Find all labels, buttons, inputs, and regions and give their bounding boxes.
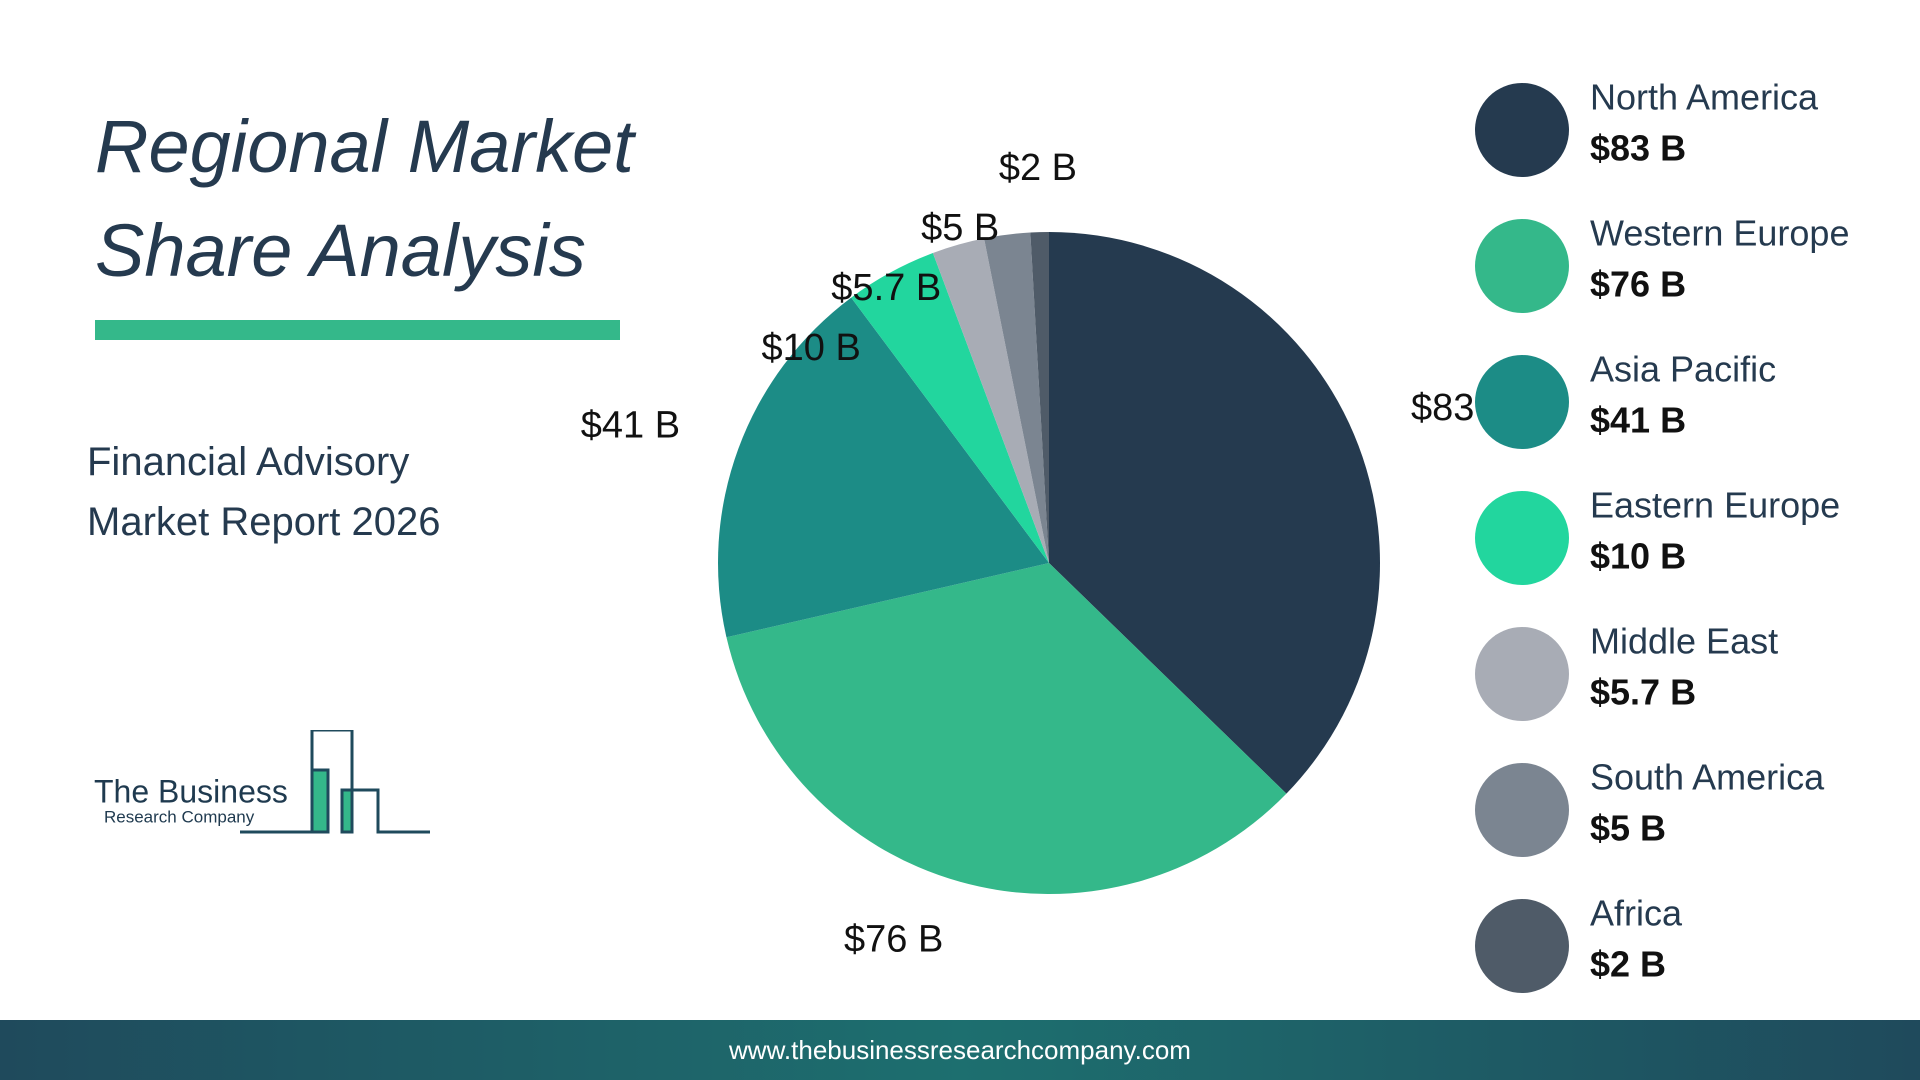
- legend-label: Middle East: [1590, 621, 1778, 662]
- logo-outline: [352, 788, 430, 834]
- legend-value: $41 B: [1590, 400, 1686, 441]
- legend-value: $5 B: [1590, 808, 1666, 849]
- legend-value: $76 B: [1590, 264, 1686, 305]
- legend-label: Western Europe: [1590, 213, 1849, 254]
- logo: The Business Research Company: [94, 730, 430, 834]
- legend-value: $5.7 B: [1590, 672, 1696, 713]
- legend-value: $83 B: [1590, 128, 1686, 169]
- logo-outline: [240, 730, 354, 834]
- legend-value: $2 B: [1590, 944, 1666, 985]
- data-label: $5 B: [921, 207, 999, 249]
- title-underline: [95, 320, 620, 340]
- pie-slice: [1030, 232, 1049, 563]
- pie-slice: [718, 297, 1049, 638]
- pie-slice: [984, 232, 1049, 563]
- title: Regional Market Share Analysis: [95, 105, 634, 292]
- legend-icon: [1475, 355, 1569, 449]
- data-label: $10 B: [761, 327, 860, 369]
- legend-icon: [1475, 491, 1569, 585]
- legend-icon: [1475, 899, 1569, 993]
- legend-label: Africa: [1590, 893, 1683, 934]
- legend-label: Asia Pacific: [1590, 349, 1776, 390]
- pie-slice: [851, 253, 1049, 563]
- legend-icon: [1475, 83, 1569, 177]
- logo-bar: [310, 768, 330, 834]
- logo-bar: [340, 788, 354, 834]
- data-label: $41 B: [581, 405, 680, 447]
- data-label: $2 B: [999, 147, 1077, 189]
- pie-slice: [932, 238, 1049, 563]
- legend-value: $10 B: [1590, 536, 1686, 577]
- logo-text: The Business: [94, 773, 288, 809]
- legend-icon: [1475, 627, 1569, 721]
- legend-label: Eastern Europe: [1590, 485, 1840, 526]
- legend-label: North America: [1590, 77, 1819, 118]
- pie-slice: [726, 563, 1287, 894]
- pie-slice: [1049, 232, 1380, 794]
- data-label: $5.7 B: [831, 267, 941, 309]
- footer: www.thebusinessresearchcompany.com: [0, 1020, 1920, 1080]
- legend-icon: [1475, 219, 1569, 313]
- legend-label: South America: [1590, 757, 1825, 798]
- legend-icon: [1475, 763, 1569, 857]
- chart: $83 B$76 B$41 B$10 B$5.7 B$5 B$2 BNorth …: [581, 77, 1849, 993]
- logo-text: Research Company: [104, 807, 255, 826]
- subtitle: Financial Advisory Market Report 2026: [87, 440, 441, 544]
- data-label: $76 B: [844, 919, 943, 961]
